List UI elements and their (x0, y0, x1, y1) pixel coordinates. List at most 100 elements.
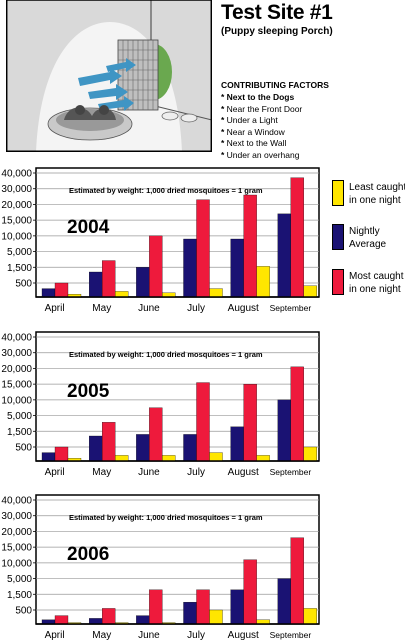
x-tick-label: July (187, 467, 205, 478)
chart-2005: 500 1,500 5,000 10,000 15,000 20,000 30,000 40,… (0, 330, 405, 480)
factor-item: Next to the Wall (221, 138, 302, 150)
x-tick-label: April (45, 467, 65, 478)
y-tick-label: 20,000 (1, 527, 32, 538)
y-tick-label: 20,000 (1, 200, 32, 211)
y-tick-label: 15,000 (1, 380, 32, 391)
bar-nightly-average-april (41, 452, 56, 462)
chart-note: Estimated by weight: 1,000 dried mosquit… (69, 513, 263, 522)
bar-nightly-average-july (183, 601, 197, 625)
factor-item: Next to the Dogs (221, 92, 302, 104)
bar-most-caught-in-one-night-may (102, 260, 116, 298)
bar-most-caught-in-one-night-june (149, 407, 163, 462)
bar-nightly-average-september (277, 578, 291, 625)
porch-illustration (5, 0, 213, 153)
factors-list: Next to the Dogs Near the Front Door Und… (221, 92, 303, 162)
bar-nightly-average-may (89, 435, 103, 462)
legend-swatch (332, 180, 344, 206)
y-tick-label: 10,000 (1, 395, 32, 406)
y-tick-label: 10,000 (1, 558, 32, 569)
bar-nightly-average-may (89, 271, 103, 298)
y-tick-label: 15,000 (1, 543, 32, 554)
x-tick-label: September (270, 467, 312, 477)
bar-nightly-average-september (277, 213, 291, 298)
chart-2006: 500 1,500 5,000 10,000 15,000 20,000 30,000 40,… (0, 493, 405, 643)
bar-most-caught-in-one-night-april (54, 446, 69, 462)
legend-swatch (332, 269, 344, 295)
bar-least-caught-in-one-night-july (209, 609, 223, 625)
bar-most-caught-in-one-night-april (54, 615, 69, 625)
x-tick-label: May (92, 303, 111, 314)
bar-least-caught-in-one-night-july (209, 288, 223, 298)
x-tick-label: July (187, 630, 205, 641)
factor-item: Under a Light (221, 115, 302, 127)
bar-most-caught-in-one-night-august (243, 559, 257, 625)
bar-most-caught-in-one-night-august (243, 194, 257, 298)
bar-least-caught-in-one-night-may (115, 291, 129, 298)
x-tick-label: August (228, 630, 259, 641)
y-tick-label: 500 (15, 279, 32, 290)
bar-most-caught-in-one-night-july (196, 382, 210, 462)
bar-most-caught-in-one-night-august (243, 383, 257, 462)
site-subtitle: (Puppy sleeping Porch) (221, 26, 333, 37)
x-tick-label: September (270, 630, 312, 640)
x-tick-label: April (45, 630, 65, 641)
legend-swatch (332, 224, 344, 250)
y-tick-label: 5,000 (7, 574, 32, 585)
chart-note: Estimated by weight: 1,000 dried mosquit… (69, 186, 263, 195)
bar-most-caught-in-one-night-july (196, 199, 210, 298)
bar-nightly-average-may (89, 618, 103, 625)
plot-frame (35, 494, 320, 625)
bar-nightly-average-april (41, 288, 56, 298)
bar-least-caught-in-one-night-may (115, 455, 129, 462)
chart-note: Estimated by weight: 1,000 dried mosquit… (69, 350, 263, 359)
bar-most-caught-in-one-night-september (290, 177, 304, 298)
bar-nightly-average-july (183, 238, 197, 298)
x-tick-label: August (228, 467, 259, 478)
legend-item-most: Most caught in one night (330, 269, 405, 303)
legend-item-average: Nightly Average (330, 224, 405, 258)
bar-least-caught-in-one-night-july (209, 452, 223, 462)
bar-nightly-average-july (183, 434, 197, 462)
y-tick-label: 40,000 (1, 169, 32, 180)
bar-nightly-average-june (136, 434, 150, 462)
bar-nightly-average-august (230, 426, 244, 462)
bar-most-caught-in-one-night-july (196, 589, 210, 625)
chart-year-title: 2004 (67, 217, 110, 238)
bar-most-caught-in-one-night-june (149, 589, 163, 625)
y-tick-label: 500 (15, 443, 32, 454)
x-tick-label: May (92, 467, 111, 478)
legend-item-least: Least caught in one night (330, 180, 405, 214)
x-tick-label: July (187, 303, 205, 314)
bar-nightly-average-august (230, 238, 244, 298)
y-tick-label: 1,500 (7, 263, 32, 274)
x-tick-label: September (270, 303, 312, 313)
x-tick-label: August (228, 303, 259, 314)
chart-year-title: 2005 (67, 381, 110, 402)
legend-label: Least caught in one night (349, 182, 405, 206)
bar-most-caught-in-one-night-september (290, 366, 304, 462)
bar-nightly-average-august (230, 589, 244, 625)
y-tick-label: 30,000 (1, 348, 32, 359)
x-tick-label: May (92, 630, 111, 641)
bar-nightly-average-june (136, 267, 150, 298)
chart-2004: 500 1,500 5,000 10,000 15,000 20,000 30,000 40,… (0, 166, 405, 316)
bar-least-caught-in-one-night-august (256, 455, 270, 462)
bar-most-caught-in-one-night-june (149, 235, 163, 298)
y-tick-label: 40,000 (1, 333, 32, 344)
bar-least-caught-in-one-night-september (303, 285, 317, 298)
bar-least-caught-in-one-night-september (303, 446, 317, 462)
site-title: Test Site #1 (221, 1, 333, 24)
factor-item: Near a Window (221, 127, 302, 139)
bar-nightly-average-september (277, 399, 291, 462)
y-tick-label: 30,000 (1, 184, 32, 195)
y-tick-label: 5,000 (7, 411, 32, 422)
legend-label: Most caught in one night (349, 271, 404, 295)
x-tick-label: June (138, 630, 160, 641)
y-tick-label: 10,000 (1, 231, 32, 242)
factors-heading: CONTRIBUTING FACTORS (221, 80, 329, 90)
y-tick-label: 5,000 (7, 247, 32, 258)
y-tick-label: 30,000 (1, 511, 32, 522)
y-tick-label: 500 (15, 606, 32, 617)
chart-svg: 500 1,500 5,000 10,000 15,000 20,000 30,000 40,… (1, 167, 320, 314)
factor-item: Near the Front Door (221, 104, 303, 116)
